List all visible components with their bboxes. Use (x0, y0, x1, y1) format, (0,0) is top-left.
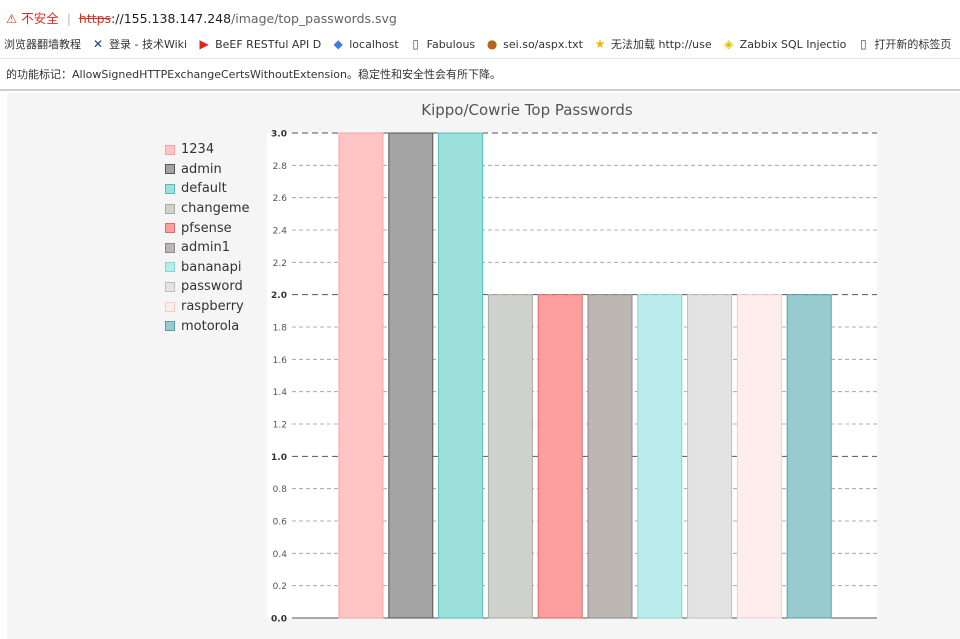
info-bar: 的功能标记：AllowSignedHTTPExchangeCertsWithou… (0, 59, 960, 91)
legend-label: motorola (181, 318, 240, 334)
y-tick-label: 2.6 (273, 194, 288, 204)
chart-title: Kippo/Cowrie Top Passwords (421, 101, 633, 119)
legend-item: admin1 (165, 238, 265, 258)
y-tick-label: 2.8 (273, 162, 288, 172)
legend-swatch (165, 262, 175, 273)
legend-label: pfsense (181, 220, 232, 236)
legend-item: 1234 (165, 140, 265, 160)
globe-icon: ● (486, 37, 498, 51)
star-icon: ★ (594, 37, 606, 51)
bookmark-label: Zabbix SQL Injectio (739, 38, 847, 51)
legend-swatch (165, 164, 175, 175)
y-tick-label: 2.0 (271, 291, 287, 301)
url-scheme: https (78, 11, 112, 26)
legend-swatch (165, 281, 175, 292)
bar-default (438, 132, 484, 619)
legend-item: bananapi (165, 258, 265, 278)
zabbix-icon: ◈ (724, 37, 734, 51)
page-icon: ▯ (412, 37, 419, 51)
bookmark-item[interactable]: ◆ localhost (331, 31, 399, 58)
y-tick-label: 1.8 (273, 324, 288, 334)
bar-changeme (487, 294, 533, 619)
chart-legend: 1234 admin default changeme pfsense admin1 ban… (165, 140, 265, 336)
security-warning-icon[interactable]: ⚠ (6, 11, 22, 26)
legend-label: bananapi (181, 259, 242, 275)
info-bar-text: 的功能标记：AllowSignedHTTPExchangeCertsWithou… (6, 68, 502, 81)
bookmark-item[interactable]: ▯ 打开新的标签页 (856, 31, 951, 58)
x-logo-icon: ✕ (92, 37, 104, 51)
url-path: /image/top_passwords.svg (231, 11, 397, 26)
legend-swatch (165, 223, 175, 234)
youtube-icon: ▶ (199, 37, 209, 51)
legend-label: changeme (181, 201, 250, 217)
legend-item: motorola (165, 316, 265, 336)
legend-label: raspberry (181, 299, 244, 315)
legend-swatch (165, 321, 175, 332)
bookmark-label: sei.so/aspx.txt (503, 38, 583, 51)
legend-swatch (165, 203, 175, 214)
url-host: 155.138.147.248 (123, 11, 232, 26)
y-tick-label: 1.4 (273, 388, 288, 398)
y-tick-label: 1.6 (273, 356, 288, 366)
bookmark-label: localhost (349, 38, 399, 51)
bookmark-label: 打开新的标签页 (874, 38, 952, 51)
y-tick-label: 0.6 (273, 518, 288, 528)
bookmark-label: BeEF RESTful API D (215, 38, 322, 51)
y-tick-label: 0.4 (273, 550, 288, 560)
legend-swatch (165, 301, 175, 312)
legend-item: password (165, 277, 265, 297)
legend-item: pfsense (165, 218, 265, 238)
bar-raspberry (736, 294, 782, 619)
bookmark-item[interactable]: ◈ Zabbix SQL Injectio (722, 31, 847, 58)
bookmark-item[interactable]: 浏览器翻墙教程 (4, 31, 81, 58)
bookmark-label: 浏览器翻墙教程 (4, 38, 81, 51)
legend-label: password (181, 279, 243, 295)
y-tick-label: 2.2 (273, 259, 287, 269)
y-tick-label: 1.2 (273, 421, 287, 431)
bookmark-item[interactable]: ★ 无法加载 http://use (593, 31, 712, 58)
bookmark-item[interactable]: ● sei.so/aspx.txt (485, 31, 583, 58)
svg-viewport: Kippo/Cowrie Top Passwords 1234 admin defa… (7, 93, 960, 639)
bar-admin1 (587, 294, 633, 619)
y-tick-label: 0.0 (271, 615, 287, 625)
y-tick-label: 0.8 (273, 485, 288, 495)
legend-item: default (165, 179, 265, 199)
bar-1234 (338, 132, 384, 619)
bookmark-label: 登录 - 技术Wiki (109, 38, 188, 51)
bar-chart: 0.0 0.2 0.4 0.6 0.8 1.0 1.2 1.4 1.6 1.8 2.0 2.2 2.4 2… (267, 130, 877, 625)
y-tick-label: 1.0 (271, 453, 287, 463)
legend-swatch (165, 242, 175, 253)
legend-swatch (165, 144, 175, 155)
color-wheel-icon: ◆ (333, 37, 343, 51)
page-icon: ▯ (860, 37, 867, 51)
legend-item: admin (165, 160, 265, 180)
address-bar[interactable]: ⚠ 不安全 | https://155.138.147.248/image/to… (0, 0, 960, 31)
legend-label: default (181, 181, 227, 197)
y-tick-label: 0.2 (273, 582, 287, 592)
bookmark-item[interactable]: ✕ 登录 - 技术Wiki (91, 31, 187, 58)
bar-pfsense (537, 294, 583, 619)
bar-bananapi (637, 294, 683, 619)
bookmark-item[interactable]: ▯ Fabulous (409, 31, 476, 58)
bookmark-item[interactable]: ▶ BeEF RESTful API D (197, 31, 321, 58)
url-scheme-suffix: :// (111, 11, 124, 26)
legend-swatch (165, 183, 175, 194)
y-tick-label: 3.0 (271, 130, 287, 140)
bar-motorola (786, 294, 832, 619)
legend-item: raspberry (165, 297, 265, 317)
legend-label: 1234 (181, 142, 215, 158)
bar-password (687, 294, 733, 619)
insecure-label[interactable]: 不安全 (21, 11, 59, 26)
legend-label: admin1 (181, 240, 231, 256)
bookmark-label: 无法加载 http://use (610, 38, 712, 51)
bookmarks-bar: 浏览器翻墙教程 ✕ 登录 - 技术Wiki ▶ BeEF RESTful API D ◆ l… (0, 31, 960, 59)
bar-admin (388, 132, 434, 619)
url-separator: | (66, 11, 71, 26)
legend-label: admin (181, 161, 222, 177)
legend-item: changeme (165, 199, 265, 219)
bookmark-label: Fabulous (426, 38, 476, 51)
y-tick-label: 2.4 (273, 227, 288, 237)
